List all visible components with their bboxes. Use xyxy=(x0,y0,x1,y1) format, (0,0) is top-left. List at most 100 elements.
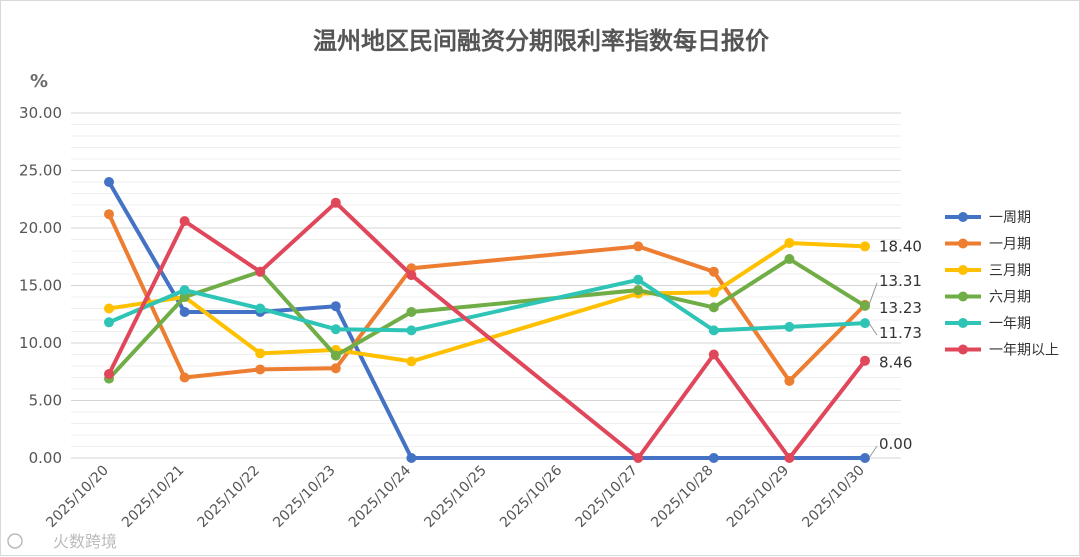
y-tick-label: 10.00 xyxy=(19,334,62,352)
legend-marker xyxy=(958,344,968,355)
legend-label: 一年期 xyxy=(989,316,1031,332)
y-tick-label: 25.00 xyxy=(19,162,62,180)
data-point xyxy=(860,300,870,311)
x-tick-label: 2025/10/30 xyxy=(799,463,867,531)
data-point xyxy=(860,355,870,366)
series-六月期 xyxy=(104,254,870,384)
data-point xyxy=(330,301,341,312)
y-tick-label: 20.00 xyxy=(19,219,62,237)
y-axis-unit: % xyxy=(30,71,48,92)
data-point xyxy=(104,317,114,328)
data-point xyxy=(708,325,719,336)
legend-label: 一年期以上 xyxy=(989,343,1059,359)
data-point xyxy=(104,209,114,220)
data-point xyxy=(633,274,644,285)
data-point xyxy=(104,177,114,187)
data-point xyxy=(406,453,417,463)
label-leader-line xyxy=(868,282,878,306)
label-leader-line xyxy=(868,445,878,459)
watermark-text: 火数跨境 xyxy=(53,532,117,551)
data-point xyxy=(860,318,870,329)
data-point xyxy=(330,350,341,361)
legend-label: 一月期 xyxy=(989,237,1031,253)
label-leader-line xyxy=(868,322,878,336)
data-point xyxy=(633,241,644,252)
data-point xyxy=(860,453,870,463)
x-tick-label: 2025/10/21 xyxy=(119,463,187,531)
data-point xyxy=(784,237,795,248)
y-tick-label: 5.00 xyxy=(29,392,62,410)
legend-item: 一年期 xyxy=(945,316,1031,332)
y-tick-label: 30.00 xyxy=(19,104,62,122)
legend-item: 三月期 xyxy=(945,263,1031,279)
series-三月期 xyxy=(104,237,870,367)
chart-title: 温州地区民间融资分期限利率指数每日报价 xyxy=(313,27,770,55)
data-point xyxy=(330,197,341,208)
series-一月期 xyxy=(104,209,870,386)
data-point xyxy=(330,324,341,335)
data-point xyxy=(708,287,719,298)
data-point xyxy=(633,285,644,296)
legend-label: 三月期 xyxy=(989,263,1031,279)
x-tick-label: 2025/10/27 xyxy=(573,463,641,531)
x-axis-ticks: 2025/10/20 2025/10/21 2025/10/22 2025/10/23… xyxy=(43,462,867,530)
y-tick-label: 0.00 xyxy=(29,449,62,467)
legend-marker xyxy=(958,265,968,275)
data-point xyxy=(179,306,190,317)
legend-marker xyxy=(958,238,968,249)
x-tick-label: 2025/10/22 xyxy=(195,463,263,531)
x-tick-label: 2025/10/29 xyxy=(724,463,792,531)
end-labels: 18.40 13.31 13.23 11.73 8.46 0.00 xyxy=(868,237,922,459)
data-point xyxy=(708,349,719,360)
data-point xyxy=(179,372,190,383)
legend-item: 六月期 xyxy=(945,290,1031,306)
data-point xyxy=(784,453,795,463)
data-point xyxy=(406,306,417,317)
end-value-label: 13.23 xyxy=(879,299,922,317)
legend-marker xyxy=(958,318,968,328)
data-point xyxy=(104,303,114,314)
y-tick-label: 15.00 xyxy=(19,277,62,295)
data-point xyxy=(255,364,266,375)
end-value-label: 0.00 xyxy=(879,435,912,453)
end-value-label: 13.31 xyxy=(879,272,922,290)
data-point xyxy=(633,453,644,463)
legend-marker xyxy=(958,212,968,222)
data-point xyxy=(406,325,417,336)
data-point xyxy=(104,369,114,380)
legend-label: 一周期 xyxy=(989,210,1031,226)
data-point xyxy=(784,254,795,265)
watermark: 火数跨境 xyxy=(7,532,117,551)
legend-item: 一周期 xyxy=(945,210,1031,226)
grid-lines xyxy=(71,112,901,459)
data-point xyxy=(406,270,417,281)
legend-item: 一月期 xyxy=(945,237,1031,253)
series-line xyxy=(107,257,867,381)
legend-item: 一年期以上 xyxy=(945,343,1059,359)
series-一年期 xyxy=(104,274,870,336)
x-tick-label: 2025/10/23 xyxy=(270,463,338,531)
series-一年期以上 xyxy=(104,197,870,463)
data-point xyxy=(179,216,190,227)
x-tick-label: 2025/10/26 xyxy=(497,462,565,530)
data-point xyxy=(708,453,719,463)
data-point xyxy=(860,241,870,252)
data-point xyxy=(708,266,719,277)
x-tick-label: 2025/10/24 xyxy=(346,462,414,530)
data-point xyxy=(255,303,266,314)
series-lines xyxy=(104,177,870,463)
legend-label: 六月期 xyxy=(989,290,1031,306)
data-point xyxy=(255,348,266,359)
end-value-label: 8.46 xyxy=(879,354,912,372)
data-point xyxy=(784,375,795,386)
watermark-logo-icon xyxy=(7,533,23,549)
y-axis-ticks: 0.00 5.00 10.00 15.00 20.00 25.00 30.00 xyxy=(19,104,62,467)
data-point xyxy=(179,285,190,296)
end-value-label: 18.40 xyxy=(879,237,922,255)
data-point xyxy=(406,356,417,367)
data-point xyxy=(179,292,190,302)
legend-marker xyxy=(958,291,968,302)
data-point xyxy=(330,363,341,374)
